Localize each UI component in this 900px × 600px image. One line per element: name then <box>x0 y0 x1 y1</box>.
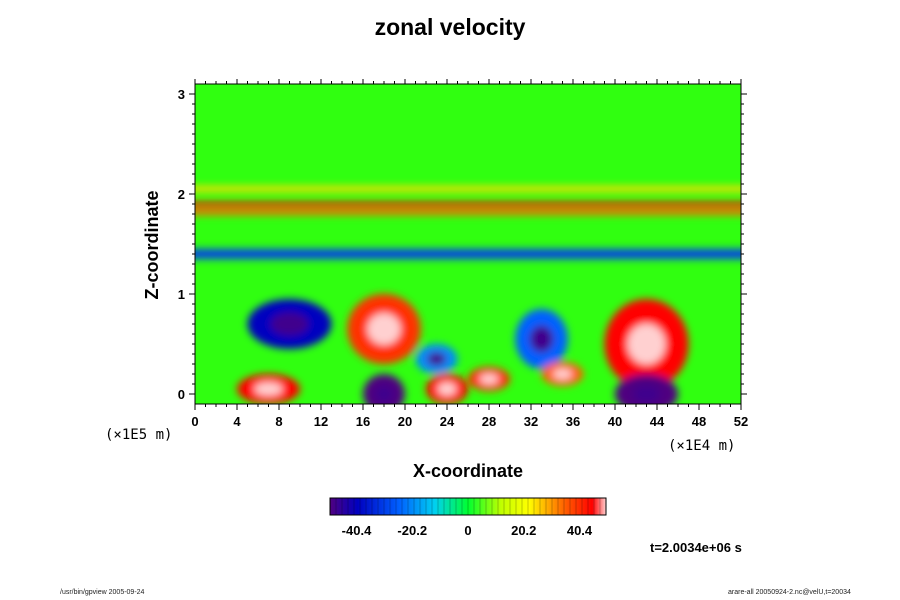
x-axis-label: X-coordinate <box>413 461 523 481</box>
field-feature-0 <box>195 201 741 207</box>
field-feature-core-7 <box>627 323 666 365</box>
field-feature-core-11 <box>479 373 499 385</box>
time-label: t=2.0034e+06 s <box>650 540 742 555</box>
colorbar-tick-label: -40.4 <box>342 523 372 538</box>
x-tick-label: 20 <box>398 414 412 429</box>
y-tick-label: 0 <box>178 387 185 402</box>
x-unit-label: (×1E4 m) <box>668 438 735 454</box>
colorbar-tick-label: 0 <box>464 523 471 538</box>
y-axis: 0 1 2 3 <box>178 87 747 402</box>
x-tick-label: 32 <box>524 414 538 429</box>
x-tick-label: 44 <box>650 414 665 429</box>
y-tick-label: 1 <box>178 287 185 302</box>
field-feature-core-4 <box>270 312 309 336</box>
field-feature-2 <box>195 186 741 192</box>
x-tick-label: 0 <box>191 414 198 429</box>
footer-right: arare-all 20050924-2.nc@velU,t=20034 <box>728 589 851 596</box>
colorbar-tick-label: -20.2 <box>397 523 427 538</box>
colorbar-tick-label: 40.4 <box>567 523 593 538</box>
velocity-field <box>195 186 741 404</box>
field-feature-3 <box>195 249 741 259</box>
x-tick-label: 48 <box>692 414 706 429</box>
x-tick-label: 12 <box>314 414 328 429</box>
x-tick-label: 28 <box>482 414 496 429</box>
field-feature-core-6 <box>529 325 554 353</box>
x-tick-label: 40 <box>608 414 622 429</box>
x-tick-label: 36 <box>566 414 580 429</box>
field-feature-core-8 <box>254 382 283 396</box>
field-feature-core-9 <box>374 385 394 403</box>
field-feature-core-14 <box>427 352 446 366</box>
x-tick-label: 24 <box>440 414 455 429</box>
x-tick-label: 16 <box>356 414 370 429</box>
field-feature-core-13 <box>632 385 661 403</box>
y-unit-label: (×1E5 m) <box>105 427 172 443</box>
x-axis: 0 4 8 12 16 20 24 28 32 36 40 44 48 52 <box>191 79 748 429</box>
colorbar-ticks: -40.4 -20.2 0 20.2 40.4 <box>329 498 607 538</box>
field-feature-core-5 <box>367 313 401 345</box>
y-axis-label: Z-coordinate <box>142 190 162 299</box>
y-tick-label: 3 <box>178 87 185 102</box>
y-tick-label: 2 <box>178 187 185 202</box>
colorbar-tick-label: 20.2 <box>511 523 536 538</box>
x-tick-label: 52 <box>734 414 748 429</box>
field-feature-core-12 <box>553 368 572 380</box>
x-tick-label: 8 <box>275 414 282 429</box>
chart-title: zonal velocity <box>374 14 526 40</box>
footer-left: /usr/bin/gpview 2005-09-24 <box>60 589 145 596</box>
field-feature-1 <box>195 209 741 215</box>
colorbar <box>329 497 607 516</box>
field-feature-core-10 <box>437 382 457 396</box>
x-tick-label: 4 <box>233 414 241 429</box>
